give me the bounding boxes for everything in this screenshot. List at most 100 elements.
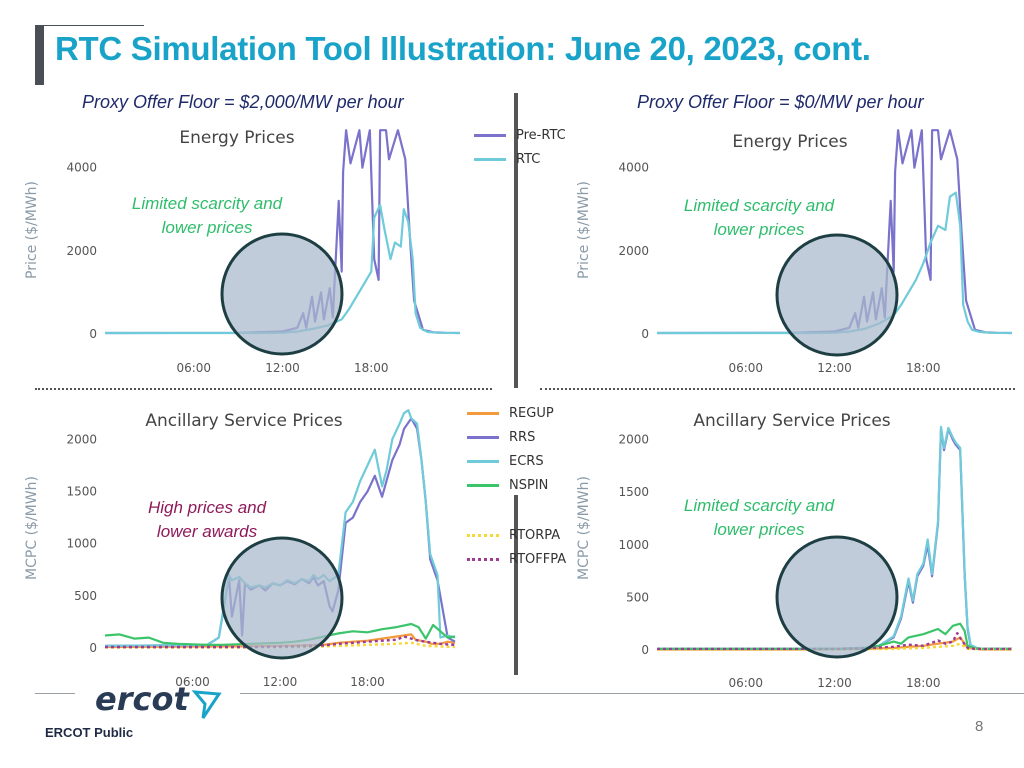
as_right-ylabel: MCPC ($/MWh) [576,476,592,580]
annotation-energy-right-line1: Limited scarcity and [683,196,835,215]
as-chart-left: Ancillary Service Prices MCPC ($/MWh) 0 500… [20,403,470,693]
footer-line-left [35,693,75,694]
as-legend-item-rtorpa: RTORPA [467,528,560,543]
annotation-energy-left: Limited scarcity and lower prices [112,192,302,240]
ercot-logo-arrow [191,690,222,719]
annotation-as-left: High prices and lower awards [112,496,302,544]
title-top-line [44,25,144,26]
as-legend-item-label: REGUP [509,406,554,421]
energy_right-xtick-1: 12:00 [817,361,852,375]
energy-legend-item-label: RTC [516,152,541,167]
energy-legend-item-swatch-rtc [474,158,506,161]
as-legend-item-label: RTORPA [509,528,561,543]
footer-line-right [240,693,1024,694]
as-chart-right: Ancillary Service Prices MCPC ($/MWh) 0 500… [572,403,1022,693]
ercot-logo: ercot [95,680,225,730]
as-legend-item-label: ECRS [509,454,544,469]
energy_right-ytick-2000: 2000 [618,244,649,258]
as-legend-item-label: NSPIN [509,478,549,493]
as_right-ytick-0: 0 [641,643,649,657]
as_left-ytick-1000: 1000 [66,537,97,551]
as_left-title: Ancillary Service Prices [145,411,342,431]
energy_right-xtick-2: 18:00 [906,361,941,375]
as_left-xtick-1: 12:00 [263,675,298,689]
as-chart-right-svg: Ancillary Service Prices MCPC ($/MWh) 0 500… [576,411,1013,690]
as_right-ytick-2000: 2000 [618,433,649,447]
floor-label-right: Proxy Offer Floor = $0/MW per hour [637,92,924,112]
energy_left-xtick-2: 18:00 [354,361,389,375]
as_left-ylabel: MCPC ($/MWh) [24,476,40,580]
as-legend-item-swatch-rrs [467,436,499,439]
horizontal-separator-right [540,388,1015,390]
as_left-ytick-0: 0 [89,641,97,655]
as_left-ytick-1500: 1500 [66,484,97,498]
annotation-energy-right: Limited scarcity and lower prices [664,194,854,242]
energy-chart-left: Energy Prices Price ($/MWh) 0 2000 4000 06:00… [20,118,470,380]
as_right-series-ecrs [657,425,1012,650]
energy-legend-item-pre-rtc: Pre-RTC [474,128,566,143]
energy-legend-item-swatch-pre_rtc [474,134,506,137]
as_right-xtick-2: 18:00 [906,676,941,690]
vertical-divider-bottom [514,495,518,675]
energy_right-xtick-0: 06:00 [728,361,763,375]
as_left-ytick-500: 500 [74,589,97,603]
annotation-energy-left-line1: Limited scarcity and [131,194,283,213]
energy-legend-item-label: Pre-RTC [516,128,566,143]
annotation-as-right-line2: lower prices [713,520,805,539]
as-legend-item-rrs: RRS [467,430,535,445]
as-legend-item-swatch-rtoffpa [467,558,499,561]
title-accent-bar [35,25,44,85]
energy-chart-right: Energy Prices Price ($/MWh) 0 2000 4000 06:00… [572,118,1022,380]
as_left-ytick-2000: 2000 [66,432,97,446]
energy-chart-left-svg: Energy Prices Price ($/MWh) 0 2000 4000 06:00… [24,128,461,375]
as-legend-item-rtoffpa: RTOFFPA [467,552,566,567]
as_right-xtick-1: 12:00 [817,676,852,690]
energy-legend-item-rtc: RTC [474,152,540,167]
energy_right-highlight-circle [775,233,899,357]
energy_left-ylabel: Price ($/MWh) [24,181,40,279]
energy_left-title: Energy Prices [179,128,294,148]
vertical-divider-top [514,93,518,388]
annotation-as-left-line1: High prices and [147,498,267,517]
annotation-as-right: Limited scarcity and lower prices [664,494,854,542]
annotation-energy-left-line2: lower prices [161,218,253,237]
as-legend-item-label: RRS [509,430,536,445]
ercot-logo-text: ercot [95,680,190,718]
footer-public-label: ERCOT Public [45,725,134,740]
as_right-xtick-0: 06:00 [728,676,763,690]
as-legend-item-nspin: NSPIN [467,478,548,493]
floor-label-left: Proxy Offer Floor = $2,000/MW per hour [82,92,404,112]
energy-chart-right-svg: Energy Prices Price ($/MWh) 0 2000 4000 06:00… [576,129,1013,375]
as_right-ytick-1000: 1000 [618,538,649,552]
annotation-as-left-line2: lower awards [156,522,258,541]
energy_left-xtick-0: 06:00 [176,361,211,375]
as_right-ytick-1500: 1500 [618,485,649,499]
as-legend-item-swatch-nspin [467,484,499,487]
as-chart-left-svg: Ancillary Service Prices MCPC ($/MWh) 0 500… [24,408,456,689]
as-legend-item-label: RTOFFPA [509,552,567,567]
as_right-ytick-500: 500 [626,590,649,604]
as_left-xtick-0: 06:00 [175,675,210,689]
as-legend-item-ecrs: ECRS [467,454,544,469]
page-title: RTC Simulation Tool Illustration: June 2… [55,30,871,67]
as-legend-item-regup: REGUP [467,406,554,421]
energy_right-ytick-0: 0 [641,327,649,341]
ercot-logo-mark: ercot [95,680,222,719]
energy_left-ytick-4000: 4000 [66,161,97,175]
energy_right-ytick-4000: 4000 [618,161,649,175]
page-number: 8 [975,718,984,735]
as_right-highlight-circle [775,535,899,659]
as_right-title: Ancillary Service Prices [693,411,890,431]
annotation-as-right-line1: Limited scarcity and [683,496,835,515]
horizontal-separator-left [35,388,492,390]
as-legend-item-swatch-rtorpa [467,534,499,537]
as-legend-item-swatch-ecrs [467,460,499,463]
energy_left-xtick-1: 12:00 [265,361,300,375]
as_left-highlight-circle [220,536,344,660]
as-legend-item-swatch-regup [467,412,499,415]
as_left-xtick-2: 18:00 [350,675,385,689]
energy_left-ytick-2000: 2000 [66,244,97,258]
annotation-energy-right-line2: lower prices [713,220,805,239]
energy_right-title: Energy Prices [732,132,847,152]
energy_right-ylabel: Price ($/MWh) [576,181,592,279]
